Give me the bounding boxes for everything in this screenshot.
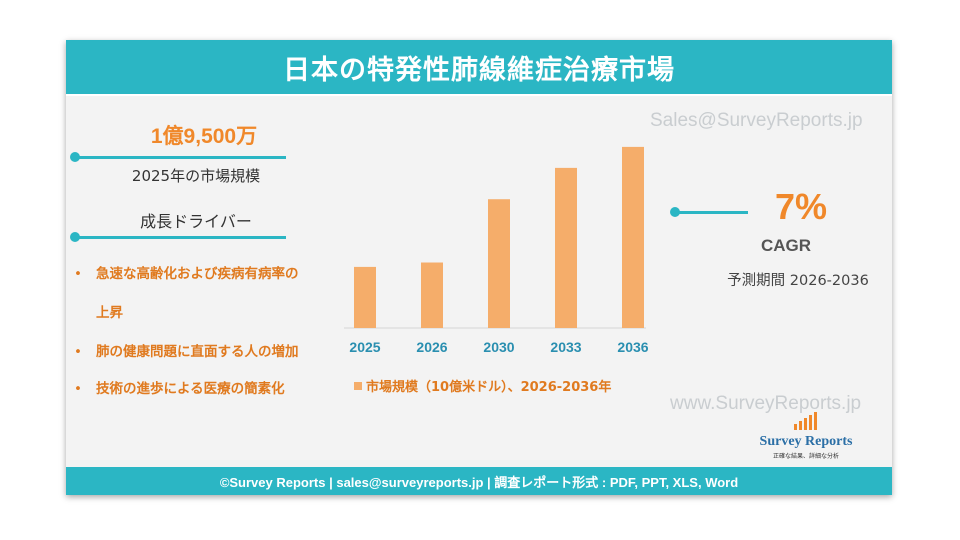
driver-item: • 肺の健康問題に直面する人の増加 — [74, 340, 299, 360]
logo-name-part2: Reports — [801, 434, 853, 449]
driver-item: • 急速な高齢化および疾病有病率の — [74, 262, 299, 282]
bar-2025 — [354, 266, 376, 328]
market-size-value: 1億9,500万 — [150, 125, 258, 148]
watermark-email: Sales@SurveyReports.jp — [650, 110, 863, 131]
drivers-divider — [76, 236, 286, 239]
market-size-divider — [76, 156, 286, 159]
watermark-website: www.SurveyReports.jp — [670, 393, 862, 414]
x-tick-label: 2030 — [483, 339, 514, 355]
chart-legend: 市場規模（10億米ドル）、2026-2036年 — [354, 376, 611, 395]
forecast-period-label: 予測期間 2026-2036 — [727, 273, 869, 289]
bar-2026 — [421, 262, 443, 328]
legend-label: 市場規模（10億米ドル）、2026-2036年 — [366, 380, 612, 395]
bar-2030 — [488, 199, 510, 328]
x-tick-label: 2026 — [416, 339, 447, 355]
legend-swatch — [354, 381, 362, 390]
bullet-icon: • — [74, 381, 82, 397]
footer-bar: ©Survey Reports | sales@surveyreports.jp… — [66, 467, 892, 495]
x-tick-label: 2025 — [349, 339, 380, 355]
logo-tagline: 正確な結果、詳細な分析 — [772, 453, 839, 460]
logo-name: Survey Reports — [746, 434, 866, 450]
cagr-value: 7% — [774, 186, 828, 227]
market-size-label: 2025年の市場規模 — [131, 167, 261, 185]
bar-2033 — [555, 167, 577, 328]
bullet-icon: • — [74, 266, 82, 282]
market-size-dot — [70, 152, 80, 162]
driver-item: • 技術の進歩による医療の簡素化 — [74, 377, 285, 397]
drivers-heading: 成長ドライバー — [140, 212, 252, 231]
driver-text: 肺の健康問題に直面する人の増加 — [96, 344, 299, 360]
cagr-divider — [676, 211, 748, 214]
title-bar: 日本の特発性肺線維症治療市場 — [66, 40, 892, 96]
drivers-dot — [70, 232, 80, 242]
driver-text-continued: 上昇 — [96, 305, 123, 321]
market-bar-chart: 2025 2026 2030 2033 2036 — [344, 146, 649, 355]
logo-name-part1: Survey — [759, 434, 802, 449]
cagr-dot — [670, 207, 680, 217]
x-tick-label: 2033 — [550, 339, 581, 355]
x-tick-label: 2036 — [617, 339, 648, 355]
bar-2036 — [622, 146, 644, 328]
footer-text: ©Survey Reports | sales@surveyreports.jp… — [219, 474, 739, 490]
bar-chart-icon — [794, 412, 817, 430]
survey-reports-logo: Survey Reports 正確な結果、詳細な分析 — [746, 412, 866, 460]
bullet-icon: • — [74, 344, 82, 360]
infographic-card: 日本の特発性肺線維症治療市場 Sales@SurveyReports.jp ww… — [66, 40, 892, 495]
page-title: 日本の特発性肺線維症治療市場 — [283, 54, 675, 86]
driver-text: 急速な高齢化および疾病有病率の — [96, 266, 299, 282]
driver-text: 技術の進歩による医療の簡素化 — [96, 381, 285, 397]
cagr-label: CAGR — [760, 236, 812, 255]
